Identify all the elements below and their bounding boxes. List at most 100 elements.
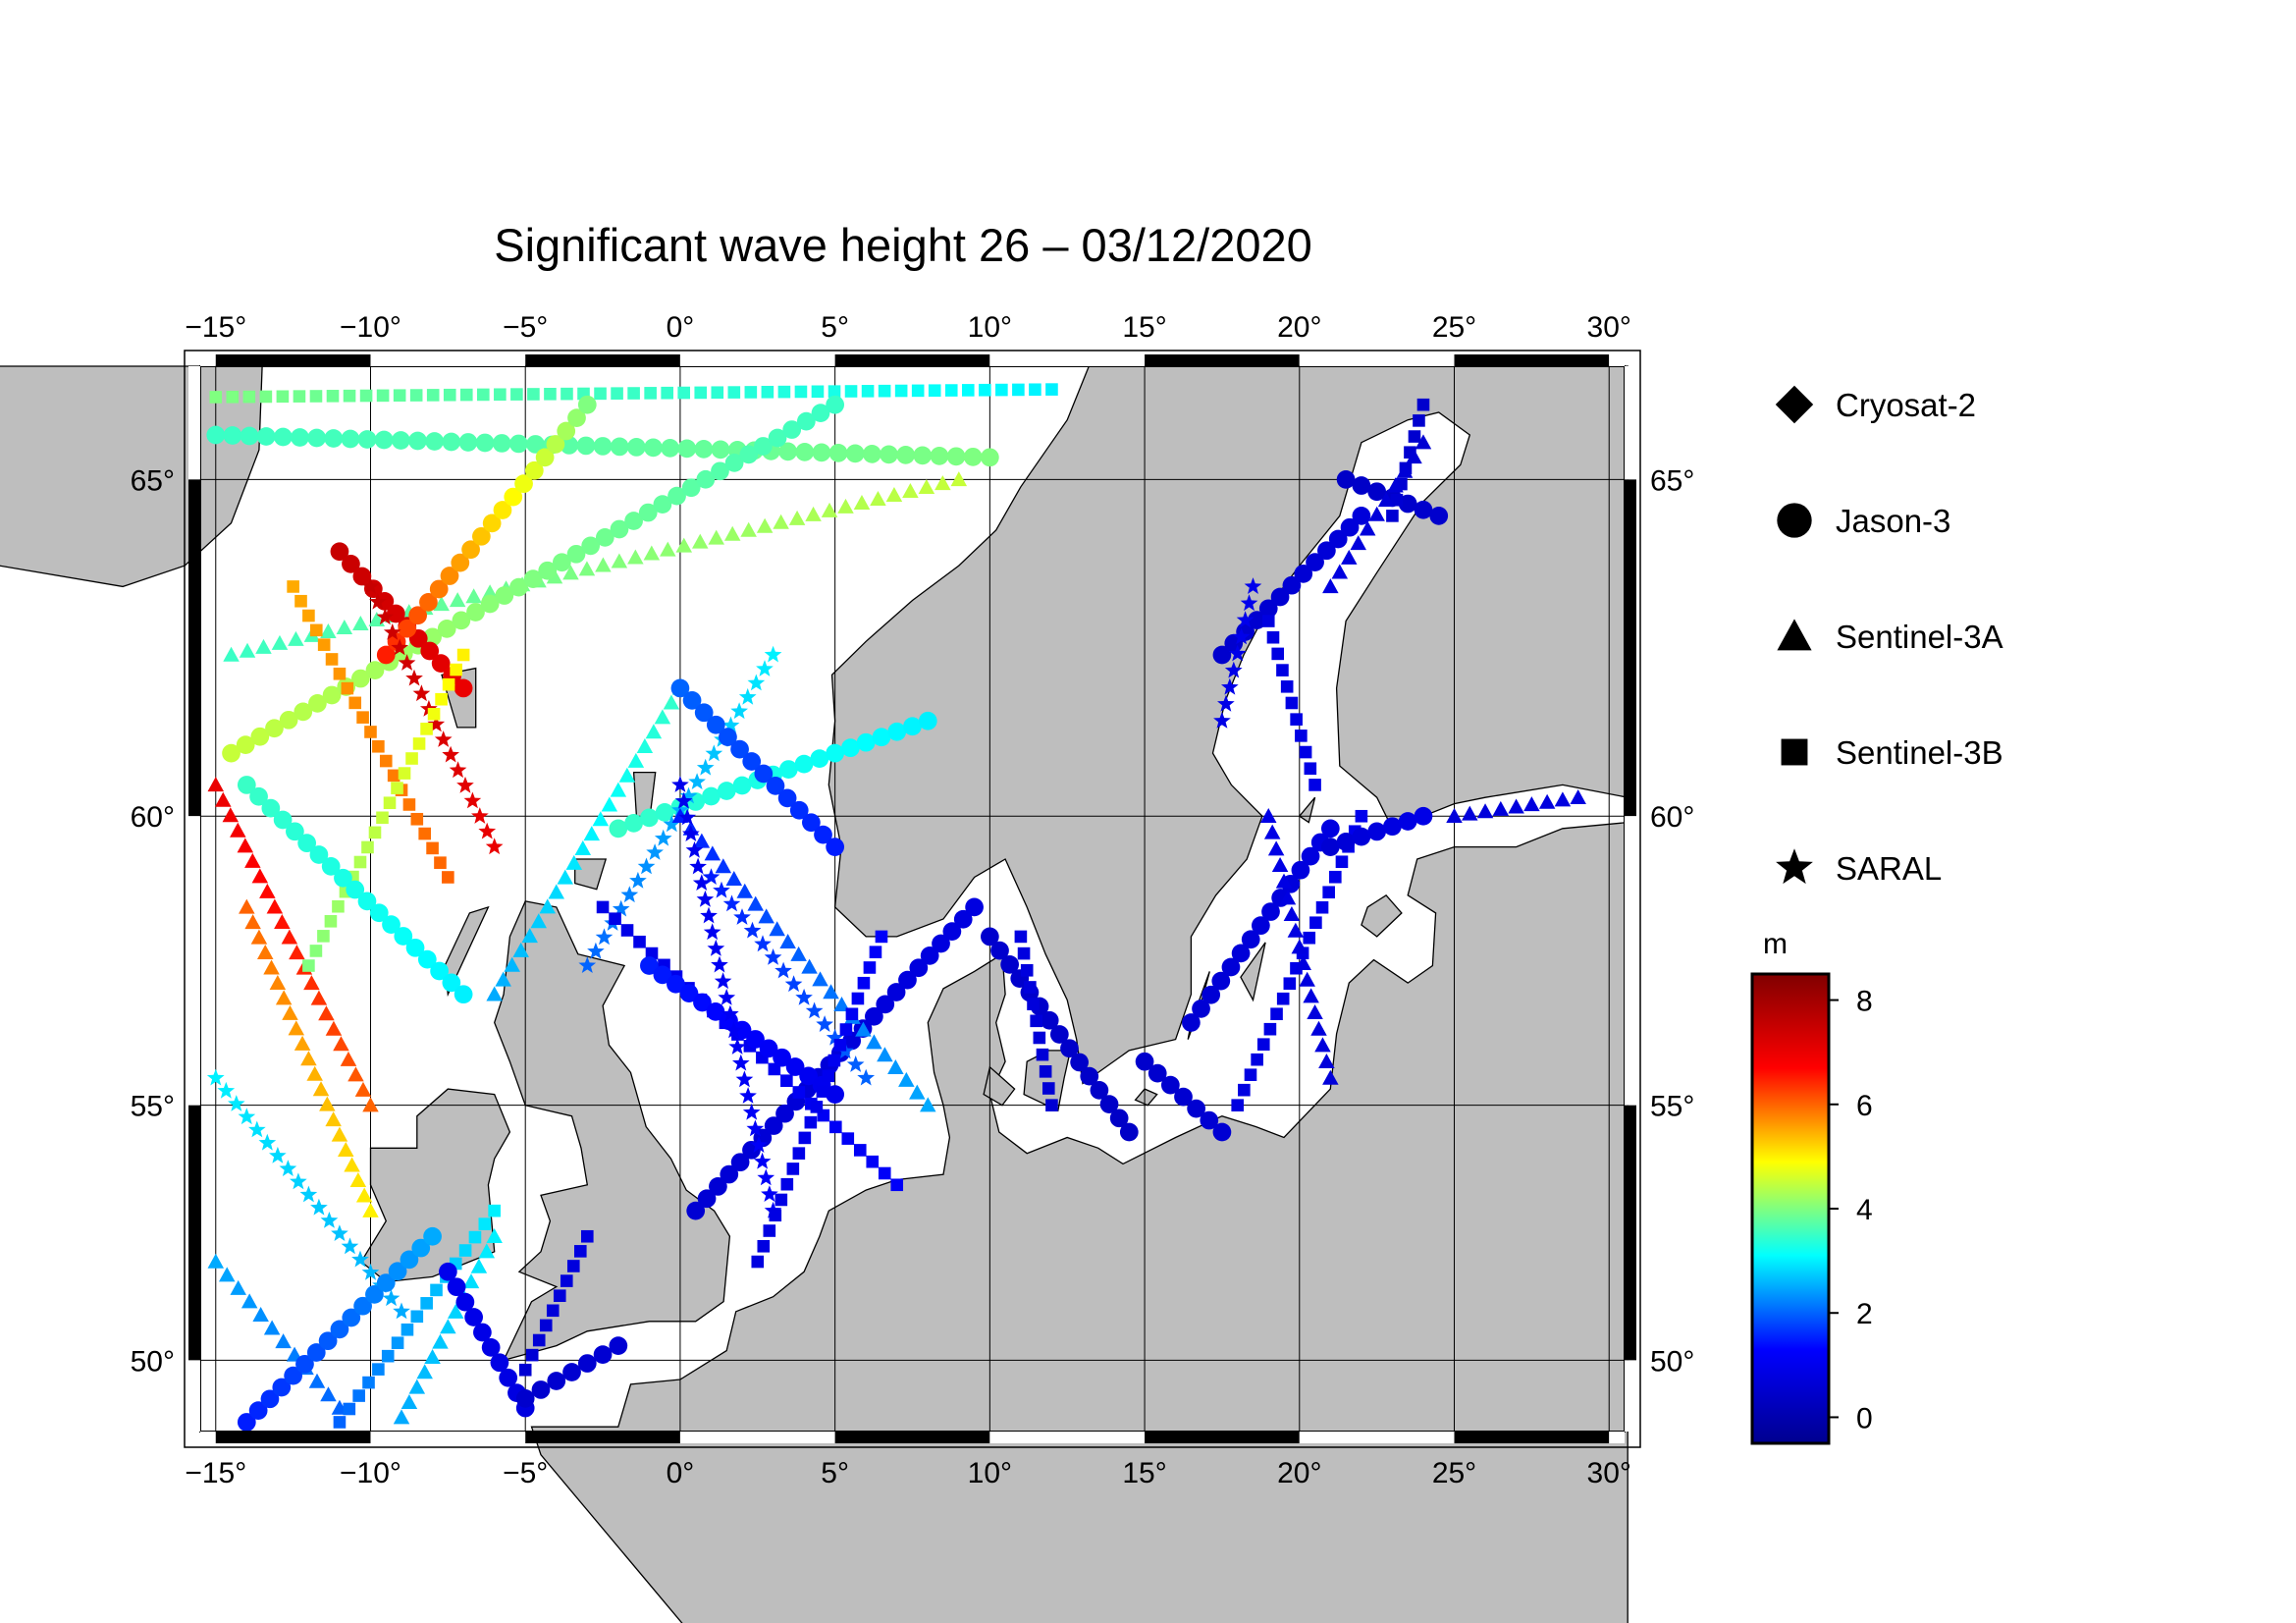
track-point [463,791,482,809]
track-point [1390,493,1404,507]
lon-tick-label-bottom: −5° [503,1457,548,1489]
track-point [341,429,360,449]
track-point [1492,800,1510,816]
track-point [718,989,736,1005]
track-point [319,1096,336,1111]
track-point [645,724,663,739]
great-britain [494,900,731,1362]
track-point [255,638,272,654]
track-point [796,411,816,431]
track-point [442,871,454,884]
track-point [508,434,528,454]
track-point [1295,955,1311,971]
track-point [1276,992,1290,1005]
track-point [811,404,830,423]
track-point [433,596,450,612]
track-point [546,1304,560,1318]
track-point [269,1146,287,1163]
track-point [466,603,485,622]
track-point [932,934,950,953]
track-point [756,660,774,676]
track-point [1367,822,1387,841]
track-point [400,1394,418,1410]
track-point [1328,529,1348,549]
track-point [644,387,657,400]
track-point [259,390,273,404]
track-point [256,945,274,960]
track-point [206,1068,225,1086]
track-point [653,965,672,985]
track-point [454,678,473,698]
track-point [595,557,612,572]
track-point [694,703,714,723]
frame-segment [215,1432,371,1443]
track-point [725,871,743,887]
track-point [1231,1099,1245,1111]
track-point [624,814,643,833]
track-point [757,1168,775,1186]
track-point [775,1104,794,1123]
track-point [857,1068,875,1086]
track-point [663,694,680,710]
track-point [746,1119,765,1137]
colorbar-tick-label: 2 [1856,1298,1873,1330]
frame-segment [1299,1432,1455,1443]
track-point [383,796,397,810]
lat-tick-label-right: 50° [1650,1345,1694,1378]
track-point [856,732,876,752]
track-point [376,645,396,665]
frame-segment [188,1105,200,1361]
track-point [388,1262,407,1281]
track-point [576,436,596,456]
track-point [618,767,636,783]
track-point [391,782,403,794]
track-point [870,490,886,506]
track-point [1045,383,1058,396]
track-point [795,988,813,1005]
track-point [447,1277,466,1297]
track-point [440,1319,456,1334]
track-point [271,634,289,650]
track-point [898,1071,915,1087]
track-point [514,474,533,494]
track-point [768,428,787,448]
track-point [894,384,908,398]
track-point [876,995,895,1014]
track-point [425,432,444,451]
track-point [1414,500,1433,519]
legend-label: Cryosat-2 [1836,387,1976,423]
track-point [768,1062,781,1076]
track-point [1355,809,1368,823]
track-point [742,752,762,771]
track-point [1045,1099,1058,1111]
track-point [1554,791,1572,807]
track-point [409,389,423,402]
track-point [822,1069,835,1083]
track-point [209,391,223,404]
track-point [723,525,741,541]
track-point [437,619,456,638]
track-point [435,692,448,706]
track-point [394,927,413,946]
lat-tick-label-left: 65° [131,464,175,497]
track-point [920,1097,936,1112]
track-point [539,1319,553,1332]
lon-tick-label-bottom: 0° [667,1457,695,1489]
track-point [1271,857,1289,873]
track-point [240,426,259,446]
track-point [663,815,681,833]
track-point [654,709,671,725]
track-point [640,808,659,828]
track-point [1256,1038,1270,1051]
track-point [430,1283,443,1297]
track-point [739,1087,757,1104]
track-point [1314,1037,1331,1053]
track-point [273,810,293,830]
track-point [1271,647,1285,661]
track-point [733,908,751,925]
track-point [1331,564,1349,579]
track-point [794,754,814,774]
track-point [312,1081,330,1097]
track-point [1182,1013,1201,1032]
track-point [774,961,792,979]
